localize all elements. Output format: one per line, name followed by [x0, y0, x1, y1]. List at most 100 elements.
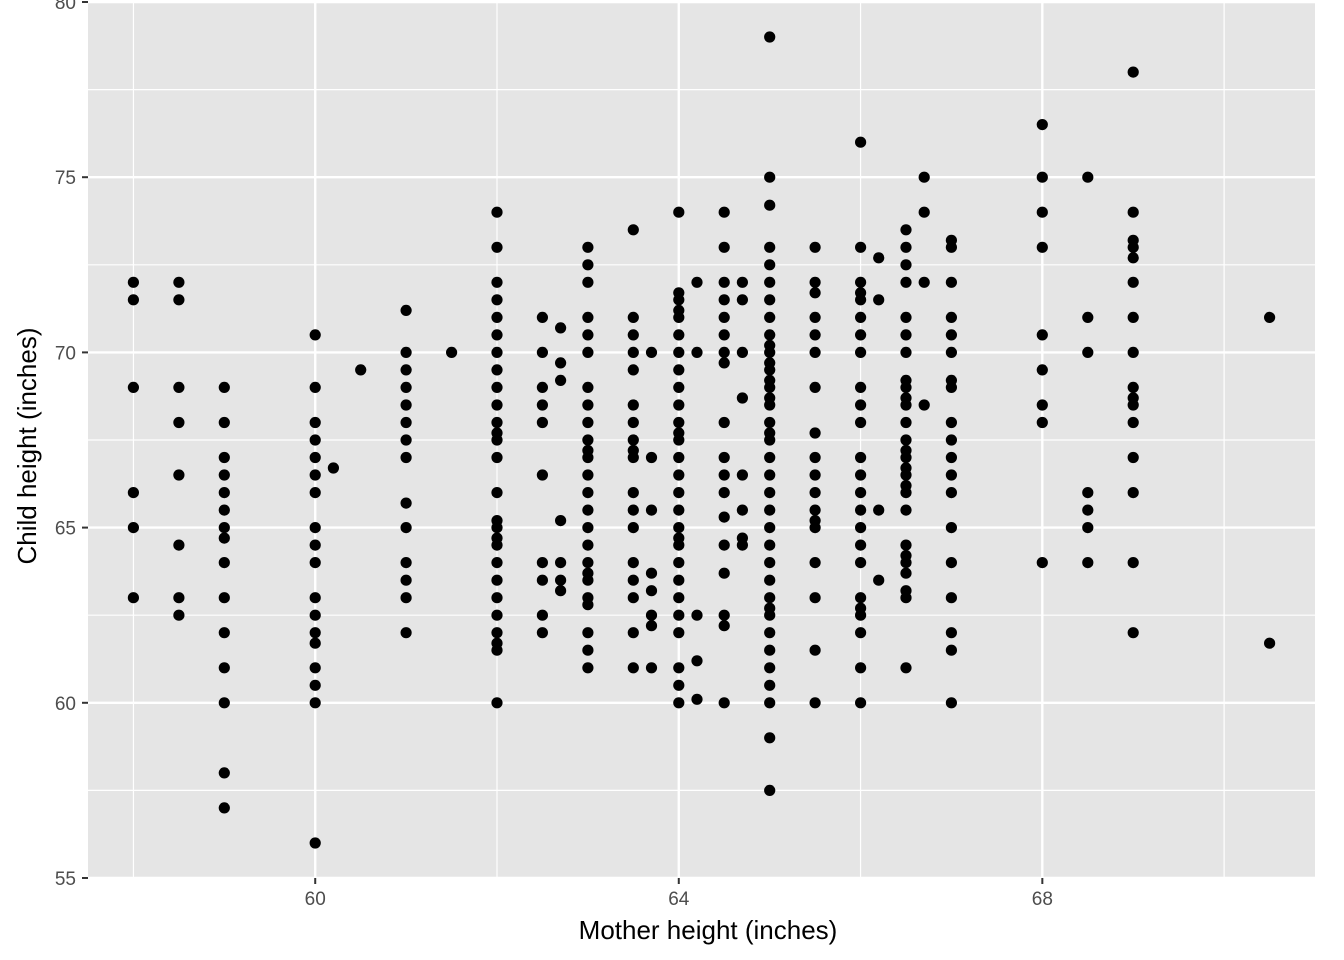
y-tick-label: 65 [55, 519, 76, 540]
data-point [764, 434, 776, 446]
data-point [855, 627, 867, 639]
data-point [673, 206, 685, 218]
data-point [218, 381, 230, 393]
data-point [327, 462, 339, 474]
data-point [309, 837, 321, 849]
data-point [736, 346, 749, 358]
data-point [309, 469, 321, 481]
data-point [218, 627, 230, 639]
data-point [491, 522, 503, 534]
data-point [491, 276, 503, 288]
data-point [627, 522, 639, 534]
data-point [555, 585, 567, 597]
data-point [764, 574, 776, 586]
data-point [764, 592, 776, 604]
data-point [1082, 487, 1094, 499]
data-point [764, 522, 776, 534]
data-point [309, 662, 321, 674]
data-point [764, 381, 776, 393]
data-point [900, 662, 912, 674]
data-point [764, 31, 776, 43]
data-point [718, 346, 730, 358]
data-point [736, 539, 749, 551]
data-point [673, 311, 685, 323]
data-point [627, 399, 639, 411]
data-point [627, 329, 639, 341]
data-point [400, 346, 412, 358]
data-point [691, 655, 703, 667]
data-point [555, 515, 567, 527]
data-point [536, 346, 549, 358]
data-point [809, 346, 821, 358]
data-point [309, 592, 321, 604]
data-point [673, 557, 685, 569]
data-point [764, 241, 776, 253]
data-point [491, 574, 503, 586]
data-point [1127, 206, 1139, 218]
data-point [945, 697, 958, 709]
data-point [627, 504, 639, 516]
data-point [491, 399, 503, 411]
data-point [900, 487, 912, 499]
data-point [309, 522, 321, 534]
data-point [645, 567, 658, 579]
data-point [673, 504, 685, 516]
data-point [809, 287, 821, 299]
data-point [173, 416, 185, 429]
data-point [582, 241, 594, 253]
data-point [718, 697, 730, 709]
data-point [645, 620, 658, 632]
y-tick-label: 60 [55, 694, 76, 715]
data-point [127, 276, 139, 288]
data-point [627, 627, 639, 639]
data-point [764, 364, 776, 376]
data-point [900, 469, 912, 481]
data-point [809, 644, 821, 656]
data-point [491, 697, 503, 709]
data-point [491, 592, 503, 604]
data-point [309, 329, 321, 341]
data-point [1082, 557, 1094, 569]
data-point [627, 487, 639, 499]
data-point [1127, 399, 1139, 411]
data-point [1127, 627, 1139, 639]
data-point [127, 592, 139, 604]
data-point [491, 364, 503, 376]
data-point [691, 693, 703, 705]
data-point [809, 504, 821, 516]
data-point [764, 784, 776, 797]
data-point [582, 451, 594, 464]
data-point [900, 329, 912, 341]
data-point [491, 241, 503, 253]
data-point [718, 567, 730, 579]
y-axis-title: Child height (inches) [12, 327, 42, 564]
data-point [809, 427, 821, 439]
data-point [218, 767, 230, 779]
data-point [855, 136, 867, 148]
data-point [218, 532, 230, 544]
data-point [173, 609, 185, 621]
data-point [1127, 252, 1139, 264]
data-point [400, 399, 412, 411]
data-point [218, 557, 230, 569]
data-point [718, 539, 730, 551]
x-tick-label: 60 [305, 889, 326, 910]
data-point [1127, 241, 1139, 253]
data-point [736, 504, 749, 516]
data-point [855, 539, 867, 551]
data-point [764, 276, 776, 288]
data-point [400, 627, 412, 639]
data-point [900, 224, 912, 236]
data-point [673, 416, 685, 429]
data-point [764, 199, 776, 211]
data-point [809, 522, 821, 534]
data-point [218, 469, 230, 481]
data-point [764, 732, 776, 744]
data-point [582, 434, 594, 446]
data-point [400, 557, 412, 569]
data-point [718, 511, 730, 523]
data-point [855, 609, 867, 621]
data-points [127, 31, 1276, 849]
data-point [945, 627, 958, 639]
data-point [900, 346, 912, 358]
